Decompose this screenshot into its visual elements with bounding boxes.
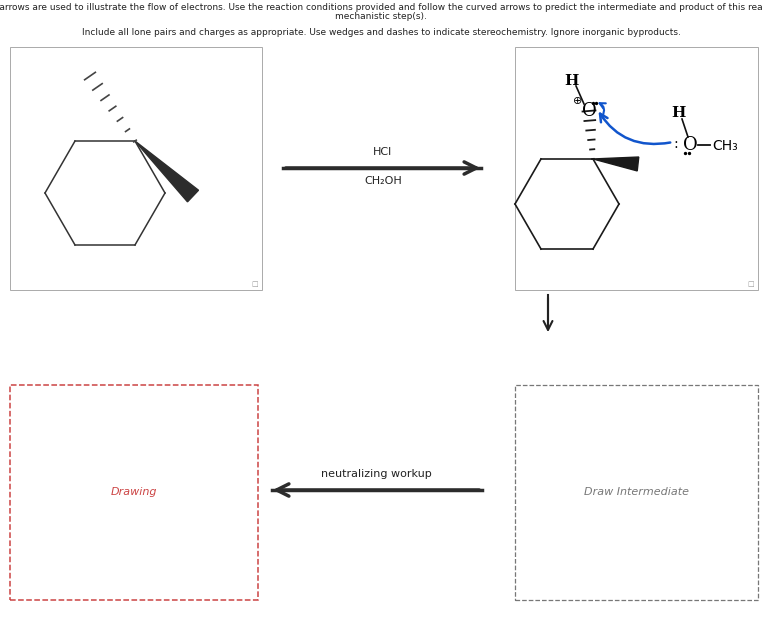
Bar: [515, 47, 758, 290]
Text: Drawing: Drawing: [111, 487, 157, 497]
Text: Include all lone pairs and charges as appropriate. Use wedges and dashes to indi: Include all lone pairs and charges as ap…: [82, 28, 681, 37]
Text: □: □: [251, 281, 258, 287]
Text: :: :: [674, 137, 678, 151]
Text: CH₃: CH₃: [712, 139, 738, 153]
Text: H: H: [671, 106, 685, 120]
Text: O: O: [581, 102, 597, 120]
Bar: [10, 47, 262, 290]
Text: O: O: [683, 136, 697, 154]
Text: H: H: [564, 74, 578, 88]
Text: ⊕: ⊕: [573, 96, 583, 106]
Text: mechanistic step(s).: mechanistic step(s).: [335, 12, 427, 21]
Text: CH₂OH: CH₂OH: [364, 176, 402, 186]
Text: HCl: HCl: [373, 147, 393, 157]
Text: Curved arrows are used to illustrate the flow of electrons. Use the reaction con: Curved arrows are used to illustrate the…: [0, 3, 763, 12]
Polygon shape: [593, 157, 639, 171]
Text: □: □: [748, 281, 754, 287]
Text: Draw Intermediate: Draw Intermediate: [584, 487, 688, 497]
Bar: [515, 385, 758, 600]
Polygon shape: [135, 141, 198, 202]
Bar: [10, 385, 258, 600]
Text: neutralizing workup: neutralizing workup: [320, 469, 431, 479]
